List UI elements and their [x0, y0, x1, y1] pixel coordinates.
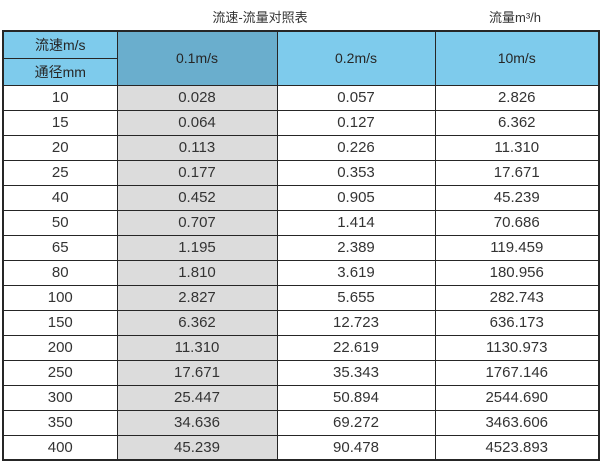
value-cell-0-1ms: 45.239: [116, 434, 278, 461]
value-cell-0-2ms: 0.353: [276, 159, 436, 186]
table-row: 65 1.195 2.389 119.459: [2, 234, 600, 261]
table-body: 10 0.028 0.057 2.826 15 0.064 0.127 6.362 20 0.11…: [2, 84, 600, 461]
diameter-cell: 200: [2, 334, 118, 361]
value-cell-0-2ms: 5.655: [276, 284, 436, 311]
value-cell-0-2ms: 2.389: [276, 234, 436, 261]
diameter-cell: 25: [2, 159, 118, 186]
diameter-cell: 20: [2, 134, 118, 161]
table-row: 200 11.310 22.619 1130.973: [2, 334, 600, 361]
diameter-cell: 65: [2, 234, 118, 261]
table-row: 50 0.707 1.414 70.686: [2, 209, 600, 236]
value-cell-0-2ms: 0.905: [276, 184, 436, 211]
value-cell-10ms: 2.826: [434, 84, 600, 111]
diameter-cell: 300: [2, 384, 118, 411]
table-row: 400 45.239 90.478 4523.893: [2, 434, 600, 461]
value-cell-0-1ms: 17.671: [116, 359, 278, 386]
value-cell-10ms: 2544.690: [434, 384, 600, 411]
value-cell-10ms: 1767.146: [434, 359, 600, 386]
column-header-0-2ms: 0.2m/s: [276, 30, 436, 86]
value-cell-0-1ms: 0.064: [116, 109, 278, 136]
diameter-cell: 150: [2, 309, 118, 336]
value-cell-0-2ms: 0.127: [276, 109, 436, 136]
table-row: 300 25.447 50.894 2544.690: [2, 384, 600, 411]
value-cell-0-1ms: 0.452: [116, 184, 278, 211]
value-cell-0-1ms: 11.310: [116, 334, 278, 361]
table-row: 80 1.810 3.619 180.956: [2, 259, 600, 286]
value-cell-10ms: 70.686: [434, 209, 600, 236]
column-header-10ms: 10m/s: [434, 30, 600, 86]
table-title: 流速-流量对照表: [212, 10, 308, 25]
value-cell-10ms: 17.671: [434, 159, 600, 186]
flow-conversion-table: 流速m/s 0.1m/s 0.2m/s 10m/s 通径mm 10 0.028 0.…: [2, 30, 600, 461]
table-row: 150 6.362 12.723 636.173: [2, 309, 600, 336]
value-cell-0-2ms: 0.226: [276, 134, 436, 161]
value-cell-0-2ms: 3.619: [276, 259, 436, 286]
value-cell-0-2ms: 35.343: [276, 359, 436, 386]
value-cell-0-1ms: 1.195: [116, 234, 278, 261]
diameter-cell: 350: [2, 409, 118, 436]
value-cell-10ms: 636.173: [434, 309, 600, 336]
value-cell-0-1ms: 25.447: [116, 384, 278, 411]
value-cell-0-1ms: 2.827: [116, 284, 278, 311]
value-cell-0-2ms: 12.723: [276, 309, 436, 336]
value-cell-10ms: 282.743: [434, 284, 600, 311]
diameter-cell: 400: [2, 434, 118, 461]
value-cell-10ms: 119.459: [434, 234, 600, 261]
velocity-header-cell: 流速m/s: [2, 30, 118, 59]
value-cell-0-2ms: 69.272: [276, 409, 436, 436]
diameter-cell: 250: [2, 359, 118, 386]
header-row-bottom: 通径mm: [2, 57, 599, 86]
table-row: 100 2.827 5.655 282.743: [2, 284, 600, 311]
table-row: 20 0.113 0.226 11.310: [2, 134, 600, 161]
value-cell-10ms: 4523.893: [434, 434, 600, 461]
value-cell-10ms: 11.310: [434, 134, 600, 161]
value-cell-0-2ms: 90.478: [276, 434, 436, 461]
value-cell-0-1ms: 34.636: [116, 409, 278, 436]
header-row-top: 流速m/s 0.1m/s 0.2m/s 10m/s: [2, 30, 600, 86]
table-header: 流速m/s 0.1m/s 0.2m/s 10m/s 通径mm: [2, 30, 600, 86]
table-row: 15 0.064 0.127 6.362: [2, 109, 600, 136]
value-cell-10ms: 6.362: [434, 109, 600, 136]
titlebar: 流速-流量对照表 流量m³/h: [0, 0, 600, 30]
flow-unit-label: 流量m³/h: [488, 10, 542, 25]
diameter-cell: 40: [2, 184, 118, 211]
value-cell-10ms: 45.239: [434, 184, 600, 211]
table-row: 250 17.671 35.343 1767.146: [2, 359, 600, 386]
diameter-cell: 50: [2, 209, 118, 236]
diameter-cell: 15: [2, 109, 118, 136]
table-row: 10 0.028 0.057 2.826: [2, 84, 600, 111]
diameter-cell: 100: [2, 284, 118, 311]
value-cell-10ms: 1130.973: [434, 334, 600, 361]
value-cell-0-1ms: 0.707: [116, 209, 278, 236]
value-cell-0-2ms: 22.619: [276, 334, 436, 361]
table-row: 350 34.636 69.272 3463.606: [2, 409, 600, 436]
diameter-cell: 10: [2, 84, 118, 111]
value-cell-0-1ms: 0.028: [116, 84, 278, 111]
value-cell-0-2ms: 0.057: [276, 84, 436, 111]
table-row: 25 0.177 0.353 17.671: [2, 159, 600, 186]
value-cell-0-1ms: 1.810: [116, 259, 278, 286]
diameter-cell: 80: [2, 259, 118, 286]
value-cell-0-2ms: 1.414: [276, 209, 436, 236]
column-header-0-1ms: 0.1m/s: [116, 30, 278, 86]
value-cell-0-1ms: 0.113: [116, 134, 278, 161]
value-cell-10ms: 3463.606: [434, 409, 600, 436]
value-cell-0-1ms: 6.362: [116, 309, 278, 336]
diameter-header-cell: 通径mm: [2, 57, 118, 86]
value-cell-0-1ms: 0.177: [116, 159, 278, 186]
value-cell-0-2ms: 50.894: [276, 384, 436, 411]
value-cell-10ms: 180.956: [434, 259, 600, 286]
table-row: 40 0.452 0.905 45.239: [2, 184, 600, 211]
